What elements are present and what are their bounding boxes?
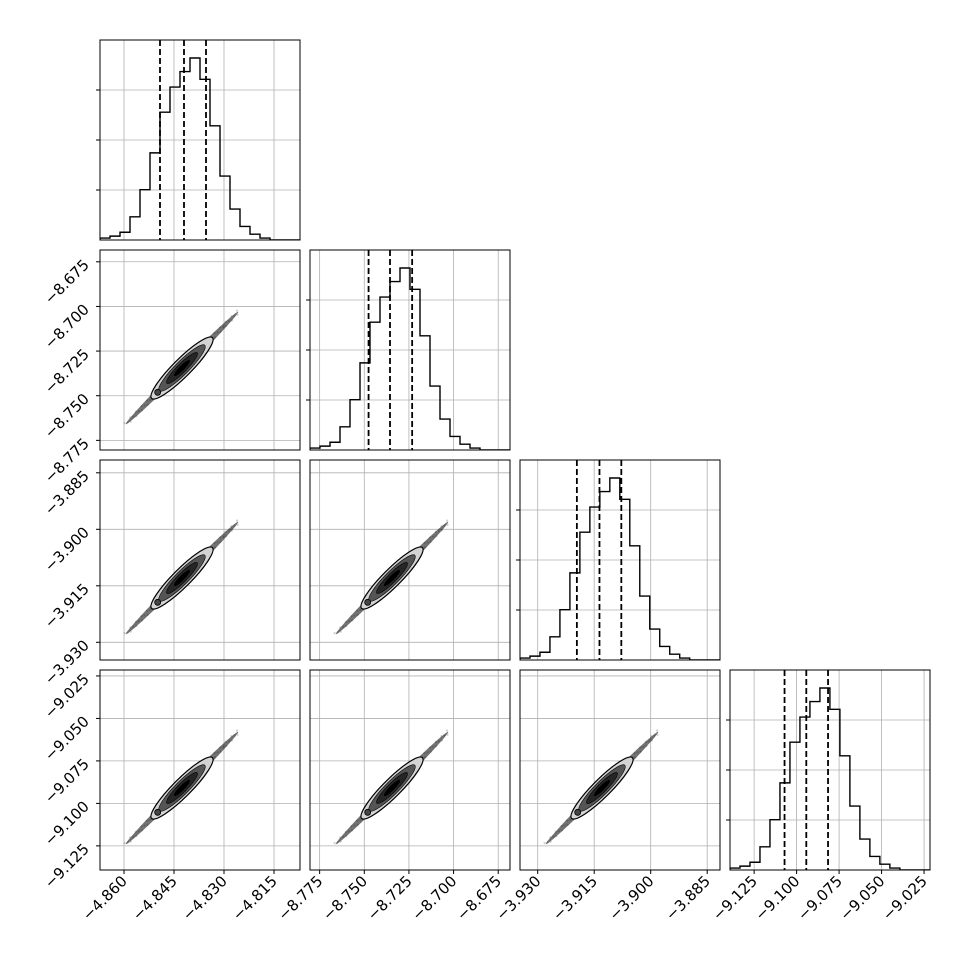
joint-density-1-0 [123, 309, 239, 425]
y-tick-label: −9.075 [41, 755, 93, 807]
joint-density-3-0 [123, 729, 239, 845]
joint-density-3-2 [543, 729, 659, 845]
x-tick-label: −4.815 [229, 872, 281, 924]
sample-point [236, 313, 239, 316]
sample-point [655, 729, 659, 732]
sample-point [123, 841, 126, 845]
sample-point [445, 729, 449, 732]
panel-2-1 [309, 459, 511, 661]
sample-point [236, 733, 239, 736]
x-tick-label: −9.100 [751, 872, 803, 924]
panel-0-0 [96, 39, 301, 241]
joint-density-2-1 [333, 519, 449, 635]
joint-density-3-1 [333, 729, 449, 845]
sample-point [235, 309, 239, 312]
x-tick-label: −9.075 [794, 872, 846, 924]
x-tick-label: −8.700 [408, 872, 460, 924]
panel-border [99, 669, 301, 871]
x-tick-label: −8.750 [319, 872, 371, 924]
sample-point [123, 421, 126, 425]
panel-border [519, 459, 721, 661]
panel-1-1 [306, 249, 511, 451]
panel-3-1 [309, 669, 511, 871]
sample-point [123, 631, 126, 635]
x-tick-label: −3.885 [662, 872, 714, 924]
contour-marker [154, 598, 162, 606]
x-tick-label: −9.050 [836, 872, 888, 924]
x-tick-label: −4.860 [79, 872, 131, 924]
panel-2-0 [99, 459, 301, 661]
x-tick-label: −9.025 [879, 872, 931, 924]
x-tick-label: −4.830 [179, 872, 231, 924]
y-tick-label: −9.050 [41, 713, 93, 765]
sample-point [446, 523, 449, 526]
sample-point [235, 519, 239, 522]
panel-border [99, 249, 301, 451]
sample-point [543, 841, 546, 845]
histogram-step-1 [310, 267, 510, 450]
contour-level-3 [593, 779, 611, 797]
contour-marker [154, 388, 162, 396]
y-tick-label: −9.100 [41, 797, 93, 849]
sample-point [333, 841, 336, 845]
y-tick-label: −3.900 [41, 523, 93, 575]
x-tick-label: −8.725 [364, 872, 416, 924]
sample-point [235, 729, 239, 732]
x-tick-label: −8.775 [274, 872, 326, 924]
x-tick-label: −3.915 [549, 872, 601, 924]
y-tick-label: −3.915 [41, 580, 93, 632]
y-tick-label: −8.700 [41, 301, 93, 353]
sample-point [333, 631, 336, 635]
y-tick-label: −8.750 [41, 390, 93, 442]
contour-level-3 [173, 569, 191, 587]
sample-point [236, 523, 239, 526]
x-tick-label: −3.930 [493, 872, 545, 924]
panel-2-2 [516, 459, 721, 661]
y-tick-label: −8.725 [41, 345, 93, 397]
panel-border [309, 669, 511, 871]
x-tick-label: −9.125 [709, 872, 761, 924]
contour-level-3 [173, 779, 191, 797]
sample-point [656, 733, 659, 736]
panel-border [99, 459, 301, 661]
panel-3-0 [99, 669, 301, 871]
contour-marker [364, 598, 372, 606]
panel-3-3 [726, 669, 931, 871]
y-tick-label: −8.675 [41, 256, 93, 308]
panel-1-0 [99, 249, 301, 451]
histogram-step-0 [100, 57, 300, 240]
histogram-step-3 [730, 687, 930, 870]
y-tick-label: −9.125 [41, 840, 93, 892]
x-tick-label: −4.845 [129, 872, 181, 924]
sample-point [445, 519, 449, 522]
panel-border [309, 249, 511, 451]
panel-border [99, 39, 301, 241]
panel-3-2 [519, 669, 721, 871]
sample-point [446, 733, 449, 736]
panel-border [519, 669, 721, 871]
panel-border [729, 669, 931, 871]
joint-density-2-0 [123, 519, 239, 635]
contour-marker [364, 808, 372, 816]
contour-marker [574, 808, 582, 816]
contour-marker [154, 808, 162, 816]
contour-level-3 [383, 779, 401, 797]
panel-border [309, 459, 511, 661]
contour-level-3 [173, 359, 191, 377]
x-tick-label: −3.900 [606, 872, 658, 924]
contour-level-3 [383, 569, 401, 587]
histogram-step-2 [520, 477, 720, 660]
